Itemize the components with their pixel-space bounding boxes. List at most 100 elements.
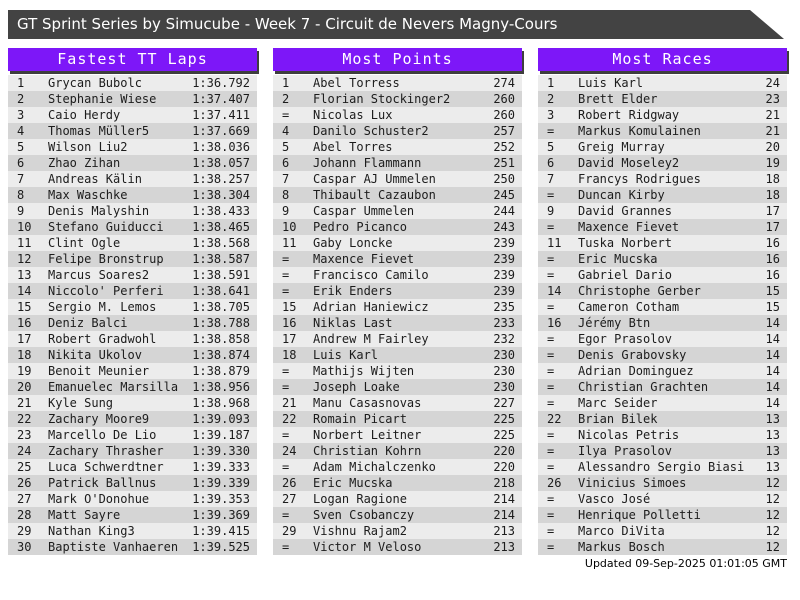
table-row: 14 Christophe Gerber 15 xyxy=(538,283,787,299)
driver-name-cell: Denis Grabovsky xyxy=(578,348,687,362)
rank-cell: = xyxy=(547,428,555,442)
value-cell: 214 xyxy=(493,492,515,506)
rank-cell: 13 xyxy=(17,268,32,282)
rank-cell: 26 xyxy=(547,476,562,490)
value-cell: 19 xyxy=(765,156,780,170)
driver-name-cell: Abel Torress xyxy=(313,76,400,90)
value-cell: 1:39.187 xyxy=(192,428,250,442)
driver-name-cell: Henrique Polletti xyxy=(578,508,701,522)
value-cell: 1:37.669 xyxy=(192,124,250,138)
rank-cell: 2 xyxy=(17,92,25,106)
rank-cell: 15 xyxy=(17,300,32,314)
rank-cell: 7 xyxy=(547,172,555,186)
value-cell: 21 xyxy=(765,124,780,138)
value-cell: 13 xyxy=(765,412,780,426)
table-row: 17 Robert Gradwohl 1:38.858 xyxy=(8,331,257,347)
table-row: 12 Felipe Bronstrup 1:38.587 xyxy=(8,251,257,267)
value-cell: 1:38.879 xyxy=(192,364,250,378)
rank-cell: 1 xyxy=(547,76,555,90)
driver-name-cell: Nathan King3 xyxy=(48,524,135,538)
table-row: 7 Francys Rodrigues 18 xyxy=(538,171,787,187)
table-row: = Markus Komulainen 21 xyxy=(538,123,787,139)
table-row: 13 Marcus Soares2 1:38.591 xyxy=(8,267,257,283)
driver-name-cell: Christian Grachten xyxy=(578,380,709,394)
table-row: = Egor Prasolov 14 xyxy=(538,331,787,347)
value-cell: 12 xyxy=(765,540,780,554)
value-cell: 257 xyxy=(493,124,515,138)
table-row: = Ilya Prasolov 13 xyxy=(538,443,787,459)
driver-name-cell: Nicolas Petris xyxy=(578,428,680,442)
boards-container: Fastest TT Laps 1 Grycan Bubolc 1:36.792 2 S… xyxy=(8,48,787,555)
table-row: = Vasco José 12 xyxy=(538,491,787,507)
table-row: = Adrian Dominguez 14 xyxy=(538,363,787,379)
driver-name-cell: Erik Enders xyxy=(313,284,393,298)
value-cell: 24 xyxy=(765,76,780,90)
driver-name-cell: Andrew M Fairley xyxy=(313,332,429,346)
value-cell: 232 xyxy=(493,332,515,346)
driver-name-cell: Baptiste Vanhaeren xyxy=(48,540,179,554)
driver-name-cell: Marc Seider xyxy=(578,396,658,410)
table-row: = Cameron Cotham 15 xyxy=(538,299,787,315)
rank-cell: 6 xyxy=(17,156,25,170)
table-row: = Sven Csobanczy 214 xyxy=(273,507,522,523)
value-cell: 225 xyxy=(493,412,515,426)
table-row: = Marco DiVita 12 xyxy=(538,523,787,539)
value-cell: 251 xyxy=(493,156,515,170)
rank-cell: 22 xyxy=(17,412,32,426)
rank-cell: 6 xyxy=(282,156,290,170)
table-row: 28 Matt Sayre 1:39.369 xyxy=(8,507,257,523)
value-cell: 1:38.874 xyxy=(192,348,250,362)
value-cell: 17 xyxy=(765,204,780,218)
driver-name-cell: Vasco José xyxy=(578,492,651,506)
driver-name-cell: Caspar AJ Ummelen xyxy=(313,172,436,186)
driver-name-cell: Patrick Ballnus xyxy=(48,476,157,490)
value-cell: 1:39.369 xyxy=(192,508,250,522)
value-cell: 218 xyxy=(493,476,515,490)
value-cell: 1:36.792 xyxy=(192,76,250,90)
value-cell: 21 xyxy=(765,108,780,122)
rank-cell: = xyxy=(547,220,555,234)
table-row: 9 Caspar Ummelen 244 xyxy=(273,203,522,219)
value-cell: 252 xyxy=(493,140,515,154)
driver-name-cell: Grycan Bubolc xyxy=(48,76,142,90)
table-row: 11 Gaby Loncke 239 xyxy=(273,235,522,251)
rank-cell: = xyxy=(282,252,290,266)
table-row: 5 Greig Murray 20 xyxy=(538,139,787,155)
table-row: 5 Abel Torres 252 xyxy=(273,139,522,155)
value-cell: 17 xyxy=(765,220,780,234)
table-row: 4 Danilo Schuster2 257 xyxy=(273,123,522,139)
table-row: 30 Baptiste Vanhaeren 1:39.525 xyxy=(8,539,257,555)
rank-cell: 20 xyxy=(17,380,32,394)
driver-name-cell: Stephanie Wiese xyxy=(48,92,157,106)
value-cell: 13 xyxy=(765,444,780,458)
value-cell: 16 xyxy=(765,268,780,282)
driver-name-cell: Romain Picart xyxy=(313,412,407,426)
driver-name-cell: Brett Elder xyxy=(578,92,658,106)
table-row: 18 Luis Karl 230 xyxy=(273,347,522,363)
value-cell: 214 xyxy=(493,508,515,522)
table-row: 29 Nathan King3 1:39.415 xyxy=(8,523,257,539)
board-rows-most-points: 1 Abel Torress 274 2 Florian Stockinger2 260 =… xyxy=(273,75,522,555)
value-cell: 14 xyxy=(765,380,780,394)
driver-name-cell: Johann Flammann xyxy=(313,156,422,170)
driver-name-cell: Markus Komulainen xyxy=(578,124,701,138)
driver-name-cell: Norbert Leitner xyxy=(313,428,422,442)
table-row: 19 Benoit Meunier 1:38.879 xyxy=(8,363,257,379)
driver-name-cell: Cameron Cotham xyxy=(578,300,680,314)
driver-name-cell: Manu Casasnovas xyxy=(313,396,422,410)
board-header-fastest-tt-laps: Fastest TT Laps xyxy=(8,48,257,71)
value-cell: 1:38.587 xyxy=(192,252,250,266)
table-row: 1 Grycan Bubolc 1:36.792 xyxy=(8,75,257,91)
rank-cell: 18 xyxy=(17,348,32,362)
driver-name-cell: Joseph Loake xyxy=(313,380,400,394)
rank-cell: = xyxy=(282,508,290,522)
value-cell: 15 xyxy=(765,300,780,314)
driver-name-cell: Niccolo' Perferi xyxy=(48,284,164,298)
table-row: 16 Niklas Last 233 xyxy=(273,315,522,331)
rank-cell: 12 xyxy=(17,252,32,266)
rank-cell: = xyxy=(282,380,290,394)
table-row: 23 Marcello De Lio 1:39.187 xyxy=(8,427,257,443)
rank-cell: 10 xyxy=(282,220,297,234)
rank-cell: 30 xyxy=(17,540,32,554)
title-bar: GT Sprint Series by Simucube - Week 7 - … xyxy=(8,10,784,39)
